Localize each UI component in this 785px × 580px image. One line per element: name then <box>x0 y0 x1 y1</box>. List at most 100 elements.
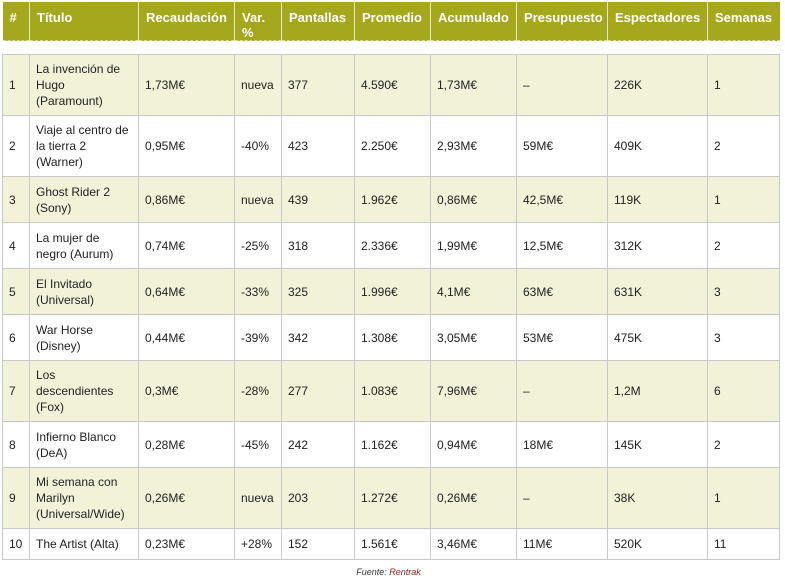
cell-weeks: 1 <box>707 176 780 223</box>
cell-rank: 10 <box>2 528 30 560</box>
cell-admissions: 631K <box>607 268 708 315</box>
cell-title: La invención de Hugo (Paramount) <box>29 54 139 116</box>
cell-gross: 0,28M€ <box>138 421 235 468</box>
cell-title: War Horse (Disney) <box>29 314 139 361</box>
cell-title: Viaje al centro de la tierra 2 (Warner) <box>29 115 139 177</box>
cell-title: La mujer de negro (Aurum) <box>29 222 139 269</box>
cell-budget: – <box>516 467 608 529</box>
box-office-table: # Título Recaudación Var. % Pantallas Pr… <box>2 2 780 560</box>
cell-budget: 42,5M€ <box>516 176 608 223</box>
table-body: 1 La invención de Hugo (Paramount) 1,73M€ n… <box>2 40 780 560</box>
cell-title: Los descendientes (Fox) <box>29 360 139 422</box>
cell-rank: 4 <box>2 222 30 269</box>
cell-change: nueva <box>234 176 282 223</box>
cell-change: nueva <box>234 54 282 116</box>
table-header-row: # Título Recaudación Var. % Pantallas Pr… <box>2 2 780 41</box>
cell-weeks: 6 <box>707 360 780 422</box>
header-average[interactable]: Promedio <box>354 2 431 41</box>
cell-budget: 12,5M€ <box>516 222 608 269</box>
cell-screens: 203 <box>281 467 355 529</box>
cell-budget: 63M€ <box>516 268 608 315</box>
cell-gross: 1,73M€ <box>138 54 235 116</box>
cell-admissions: 475K <box>607 314 708 361</box>
cell-budget: – <box>516 54 608 116</box>
cell-average: 1.272€ <box>354 467 431 529</box>
header-spacer-row <box>2 40 780 55</box>
cell-admissions: 226K <box>607 54 708 116</box>
cell-average: 1.162€ <box>354 421 431 468</box>
cell-change: -25% <box>234 222 282 269</box>
cell-gross: 0,26M€ <box>138 467 235 529</box>
cell-budget: 11M€ <box>516 528 608 560</box>
cell-gross: 0,23M€ <box>138 528 235 560</box>
cell-cumulative: 3,46M€ <box>430 528 517 560</box>
table-row: 9 Mi semana con Marilyn (Universal/Wide) 0… <box>2 467 780 529</box>
cell-cumulative: 1,73M€ <box>430 54 517 116</box>
cell-title: El Invitado (Universal) <box>29 268 139 315</box>
cell-gross: 0,86M€ <box>138 176 235 223</box>
cell-rank: 8 <box>2 421 30 468</box>
cell-screens: 377 <box>281 54 355 116</box>
cell-rank: 7 <box>2 360 30 422</box>
cell-admissions: 409K <box>607 115 708 177</box>
cell-gross: 0,64M€ <box>138 268 235 315</box>
cell-cumulative: 3,05M€ <box>430 314 517 361</box>
cell-gross: 0,95M€ <box>138 115 235 177</box>
cell-budget: 59M€ <box>516 115 608 177</box>
cell-admissions: 145K <box>607 421 708 468</box>
cell-screens: 325 <box>281 268 355 315</box>
cell-rank: 5 <box>2 268 30 315</box>
cell-average: 1.962€ <box>354 176 431 223</box>
cell-rank: 9 <box>2 467 30 529</box>
header-budget[interactable]: Presupuesto <box>516 2 608 41</box>
cell-change: -40% <box>234 115 282 177</box>
header-gross[interactable]: Recaudación <box>138 2 235 41</box>
cell-average: 4.590€ <box>354 54 431 116</box>
cell-budget: 53M€ <box>516 314 608 361</box>
cell-screens: 423 <box>281 115 355 177</box>
cell-gross: 0,44M€ <box>138 314 235 361</box>
cell-admissions: 520K <box>607 528 708 560</box>
cell-screens: 152 <box>281 528 355 560</box>
cell-budget: 18M€ <box>516 421 608 468</box>
cell-rank: 6 <box>2 314 30 361</box>
cell-budget: – <box>516 360 608 422</box>
cell-screens: 342 <box>281 314 355 361</box>
cell-cumulative: 2,93M€ <box>430 115 517 177</box>
header-title[interactable]: Título <box>29 2 139 41</box>
header-screens[interactable]: Pantallas <box>281 2 355 41</box>
table-row: 1 La invención de Hugo (Paramount) 1,73M€ n… <box>2 54 780 116</box>
cell-cumulative: 7,96M€ <box>430 360 517 422</box>
cell-average: 1.308€ <box>354 314 431 361</box>
cell-cumulative: 4,1M€ <box>430 268 517 315</box>
header-cumulative[interactable]: Acumulado <box>430 2 517 41</box>
cell-admissions: 38K <box>607 467 708 529</box>
table-row: 7 Los descendientes (Fox) 0,3M€ -28% 277 1.08… <box>2 360 780 422</box>
cell-cumulative: 0,86M€ <box>430 176 517 223</box>
cell-change: -33% <box>234 268 282 315</box>
cell-average: 1.561€ <box>354 528 431 560</box>
table-row: 3 Ghost Rider 2 (Sony) 0,86M€ nueva 439 1.962… <box>2 176 780 223</box>
cell-gross: 0,3M€ <box>138 360 235 422</box>
cell-gross: 0,74M€ <box>138 222 235 269</box>
header-weeks[interactable]: Semanas <box>707 2 780 41</box>
cell-weeks: 1 <box>707 54 780 116</box>
cell-change: -45% <box>234 421 282 468</box>
header-admissions[interactable]: Espectadores <box>607 2 708 41</box>
header-change[interactable]: Var. % <box>234 2 282 41</box>
source-name[interactable]: Rentrak <box>389 567 421 577</box>
cell-weeks: 11 <box>707 528 780 560</box>
cell-change: +28% <box>234 528 282 560</box>
cell-admissions: 119K <box>607 176 708 223</box>
cell-average: 1.083€ <box>354 360 431 422</box>
table-row: 2 Viaje al centro de la tierra 2 (Warner)… <box>2 115 780 177</box>
cell-average: 1.996€ <box>354 268 431 315</box>
cell-weeks: 2 <box>707 421 780 468</box>
cell-rank: 2 <box>2 115 30 177</box>
cell-change: nueva <box>234 467 282 529</box>
box-office-table-container: # Título Recaudación Var. % Pantallas Pr… <box>2 2 780 567</box>
cell-weeks: 1 <box>707 467 780 529</box>
cell-weeks: 2 <box>707 222 780 269</box>
header-rank[interactable]: # <box>2 2 30 41</box>
cell-cumulative: 1,99M€ <box>430 222 517 269</box>
